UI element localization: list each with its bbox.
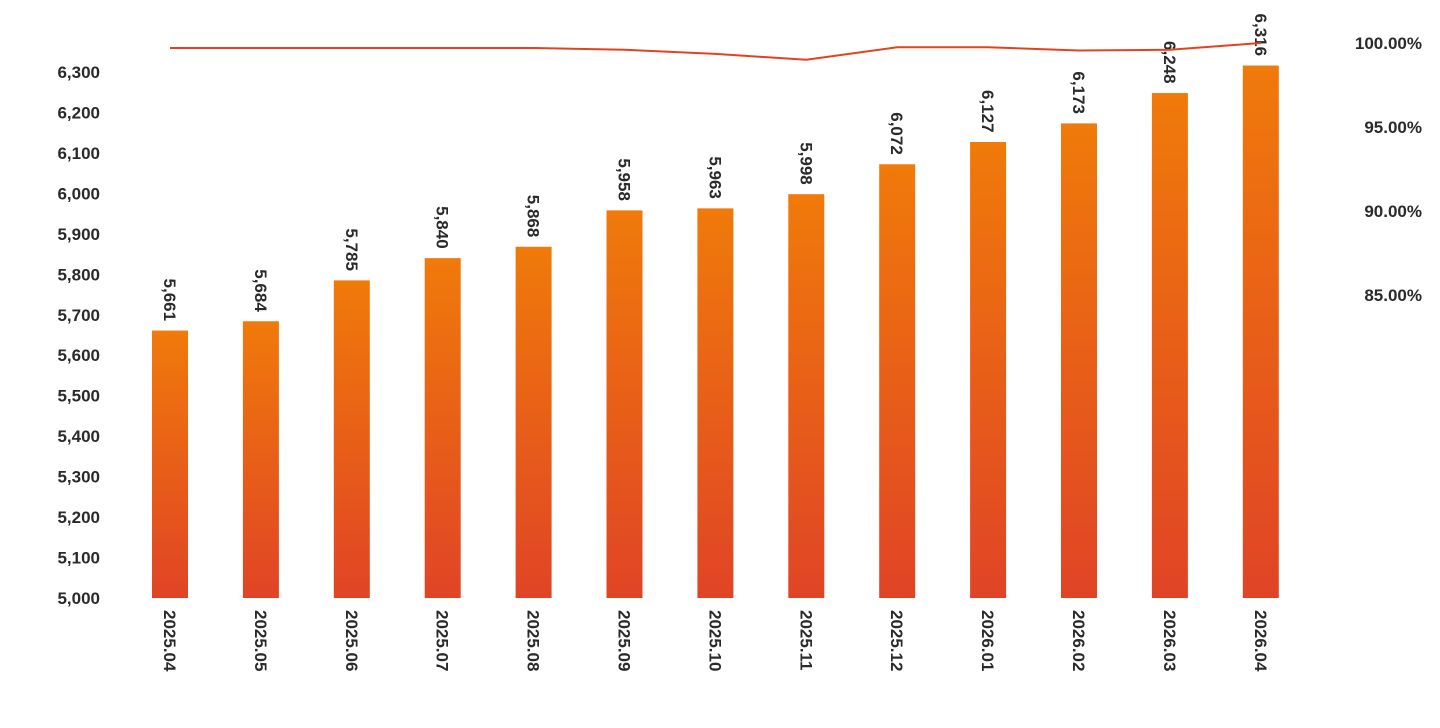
left-axis-tick-label: 5,600	[57, 346, 100, 365]
bar-data-label: 6,248	[1160, 41, 1179, 84]
left-axis-tick-label: 6,000	[57, 184, 100, 203]
x-axis-tick-label: 2025.05	[251, 610, 270, 671]
bar	[515, 246, 552, 599]
right-y-axis: 85.00% 90.00% 95.00% 100.00%	[1355, 34, 1422, 305]
left-axis-tick-label: 5,400	[57, 427, 100, 446]
bar-data-label: 5,661	[160, 279, 179, 322]
bar	[1151, 93, 1188, 598]
bar-data-label: 5,684	[251, 269, 270, 312]
bar	[970, 141, 1007, 598]
left-axis-tick-label: 5,300	[57, 468, 100, 487]
bar-data-label: 6,127	[978, 90, 997, 133]
bar	[697, 208, 734, 598]
bar	[1242, 65, 1279, 599]
x-axis-category-labels: 2025.04 2025.05 2025.06 2025.07 2025.08 2025.…	[160, 610, 1270, 672]
x-axis-tick-label: 2026.04	[1251, 610, 1270, 672]
percentage-line	[170, 42, 1261, 61]
x-axis-tick-label: 2025.07	[433, 610, 452, 671]
right-axis-tick-label: 95.00%	[1364, 118, 1422, 137]
left-axis-tick-label: 6,200	[57, 103, 100, 122]
left-axis-tick-label: 5,500	[57, 387, 100, 406]
bar-data-label: 5,840	[433, 206, 452, 249]
left-axis-tick-label: 5,200	[57, 508, 100, 527]
bar	[879, 164, 916, 598]
bar-data-label: 6,316	[1251, 14, 1270, 57]
left-axis-tick-label: 5,100	[57, 549, 100, 568]
x-axis-tick-label: 2026.01	[978, 610, 997, 671]
left-axis-tick-label: 6,100	[57, 144, 100, 163]
bar	[1061, 123, 1097, 598]
left-axis-tick-label: 5,700	[57, 306, 100, 325]
x-axis-tick-label: 2025.10	[705, 610, 724, 671]
x-axis-tick-label: 2025.11	[796, 610, 815, 671]
percentage-line-series	[170, 42, 1261, 61]
bar	[788, 194, 825, 598]
left-y-axis: 5,000 5,100 5,200 5,300 5,400 5,500 5,600 5,700…	[57, 63, 100, 608]
x-axis-tick-label: 2025.04	[160, 610, 179, 672]
left-axis-tick-label: 5,000	[57, 589, 100, 608]
bar	[424, 258, 461, 598]
bar-data-label: 6,173	[1069, 71, 1088, 114]
x-axis-tick-label: 2025.08	[524, 610, 543, 671]
x-axis-tick-label: 2025.09	[615, 610, 634, 671]
bar	[606, 210, 643, 598]
bar	[152, 330, 188, 598]
left-axis-tick-label: 6,300	[57, 63, 100, 82]
left-axis-tick-label: 5,800	[57, 265, 100, 284]
bar-data-label: 5,785	[342, 228, 361, 271]
x-axis-tick-label: 2025.12	[887, 610, 906, 671]
bar	[242, 321, 279, 598]
bar-data-label: 6,072	[887, 112, 906, 155]
x-axis-tick-label: 2026.02	[1069, 610, 1088, 671]
left-axis-tick-label: 5,900	[57, 225, 100, 244]
right-axis-tick-label: 85.00%	[1364, 286, 1422, 305]
x-axis-tick-label: 2025.06	[342, 610, 361, 671]
bar-data-label: 5,963	[705, 156, 724, 199]
bar-data-label: 5,958	[615, 158, 634, 201]
bar	[333, 280, 370, 598]
right-axis-tick-label: 100.00%	[1355, 34, 1422, 53]
x-axis-tick-label: 2026.03	[1160, 610, 1179, 671]
bar-data-labels: 5,661 5,684 5,785 5,840 5,868 5,958 5,963 5,998…	[160, 14, 1270, 322]
right-axis-tick-label: 90.00%	[1364, 202, 1422, 221]
bar-data-label: 5,998	[796, 142, 815, 185]
bar-series	[152, 65, 1279, 599]
bar-data-label: 5,868	[524, 195, 543, 238]
